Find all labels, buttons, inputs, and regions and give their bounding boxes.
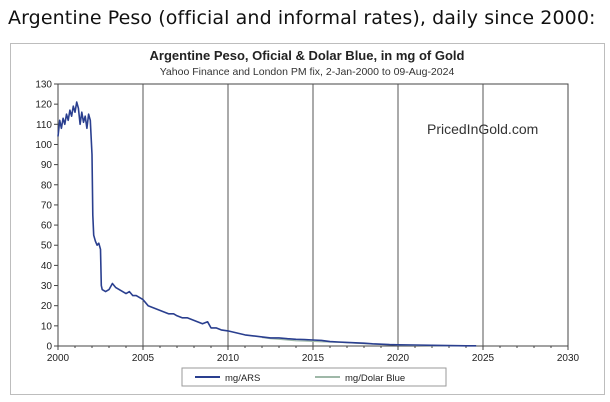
series-lines (57, 101, 477, 347)
y-tick-label: 20 (41, 301, 53, 312)
legend-box (181, 367, 447, 387)
y-tick-label: 10 (41, 321, 53, 332)
y-tick-label: 100 (35, 140, 52, 151)
watermark: PricedInGold.com (427, 121, 538, 137)
grid-lines (142, 84, 484, 346)
x-tick-label: 2030 (557, 353, 580, 364)
y-tick-label: 120 (35, 100, 52, 111)
y-tick-label: 40 (41, 261, 53, 272)
chart-subtitle: Yahoo Finance and London PM fix, 2-Jan-2… (160, 66, 455, 78)
page-heading: Argentine Peso (official and informal ra… (8, 7, 596, 29)
y-tick-label: 60 (41, 221, 53, 232)
x-tick-label: 2000 (47, 353, 70, 364)
series-line-mgars (57, 101, 477, 347)
legend: mg/ARS mg/Dolar Blue (181, 367, 447, 387)
y-tick-label: 70 (41, 200, 53, 211)
legend-label-dolar-blue: mg/Dolar Blue (345, 373, 405, 384)
y-tick-label: 90 (41, 160, 53, 171)
x-tick-label: 2015 (302, 353, 325, 364)
x-axis-ticks: 2000 2005 2010 2015 2020 2025 2030 (47, 346, 580, 364)
x-tick-label: 2005 (132, 353, 155, 364)
y-tick-label: 30 (41, 281, 53, 292)
y-tick-label: 80 (41, 180, 53, 191)
y-tick-label: 130 (35, 80, 52, 91)
gold-price-line-chart: Argentine Peso, Oficial & Dolar Blue, in… (35, 48, 580, 387)
x-tick-label: 2025 (472, 353, 495, 364)
y-axis-ticks: 0 10 20 30 40 50 60 70 80 90 100 110 120 130 (35, 80, 58, 353)
x-tick-label: 2010 (217, 353, 240, 364)
y-tick-label: 0 (46, 342, 52, 353)
y-tick-label: 50 (41, 241, 53, 252)
x-tick-label: 2020 (387, 353, 410, 364)
chart-frame: Argentine Peso, Oficial & Dolar Blue, in… (10, 43, 605, 395)
y-tick-label: 110 (36, 120, 52, 131)
chart-title: Argentine Peso, Oficial & Dolar Blue, in… (150, 48, 465, 63)
legend-label-mgars: mg/ARS (225, 373, 260, 384)
